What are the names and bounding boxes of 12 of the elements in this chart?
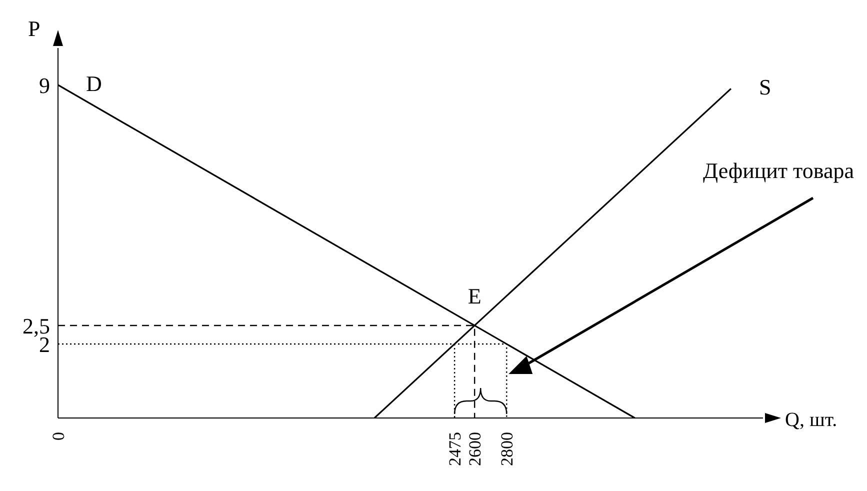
y-tick-label: 2,5 [22, 313, 50, 338]
x-tick-label: 2600 [466, 432, 485, 466]
x-tick-label: 2475 [446, 432, 465, 466]
x-tick-label: 2800 [498, 432, 517, 466]
x-axis-title: Q, шт. [785, 409, 838, 431]
series-label: S [758, 74, 772, 100]
x-tick-label: 0 [48, 432, 68, 440]
y-tick-label: 9 [39, 72, 50, 98]
annotation: Дефицит товара [703, 158, 854, 183]
y-axis-title: P [28, 16, 40, 41]
series-label: D [86, 71, 102, 96]
annotation: E [468, 284, 482, 308]
